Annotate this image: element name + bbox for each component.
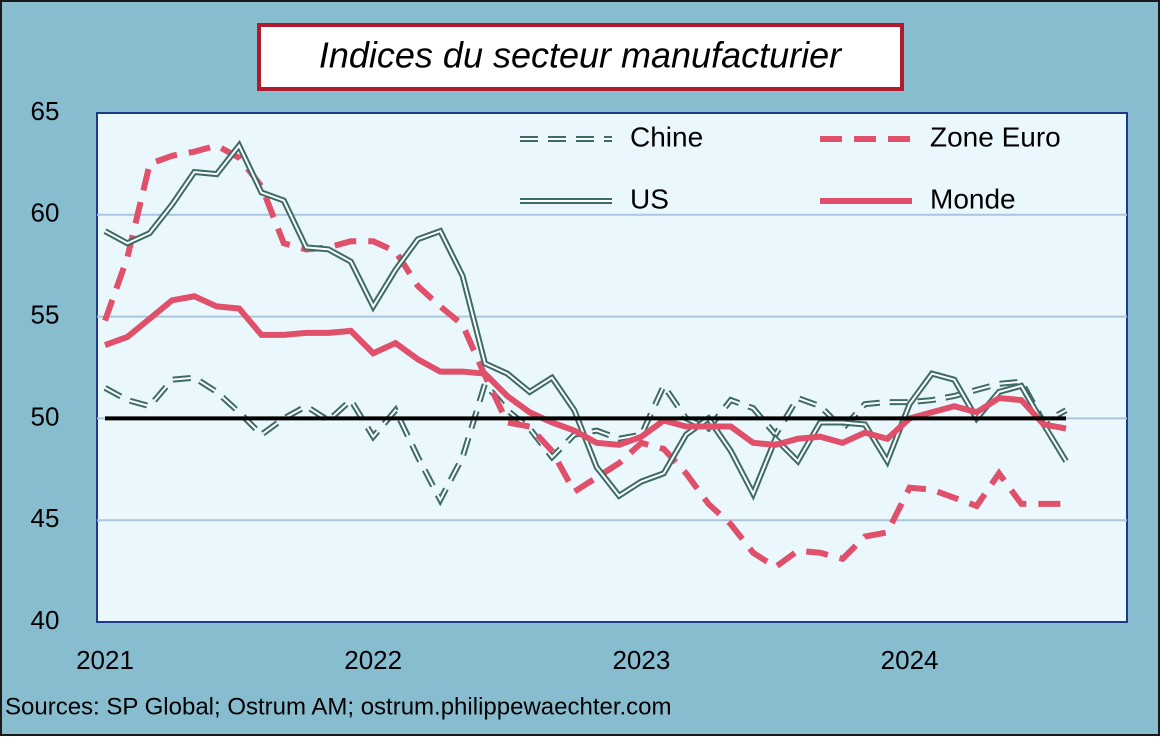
x-tick-label: 2023 [612,645,670,675]
legend-label: Monde [930,183,1016,214]
x-tick-label: 2024 [881,645,939,675]
source: Sources: SP Global; Ostrum AM; ostrum.ph… [5,693,672,720]
y-tick-label: 65 [31,96,60,126]
chart-title: Indices du secteur manufacturier [319,35,843,76]
legend-label: Zone Euro [930,121,1061,152]
y-tick-label: 40 [31,605,60,635]
x-tick-label: 2021 [76,645,134,675]
series-line [103,293,1067,448]
legend-label: Chine [630,121,703,152]
y-tick-label: 55 [31,299,60,329]
title-box [257,23,904,91]
series-line-inner [104,376,1067,502]
y-tick-label: 50 [31,401,60,431]
series-line [102,142,1067,571]
y-tick-label: 45 [31,503,60,533]
legend-label: US [630,183,669,214]
x-tick-label: 2022 [344,645,402,675]
y-tick-label: 60 [31,198,60,228]
